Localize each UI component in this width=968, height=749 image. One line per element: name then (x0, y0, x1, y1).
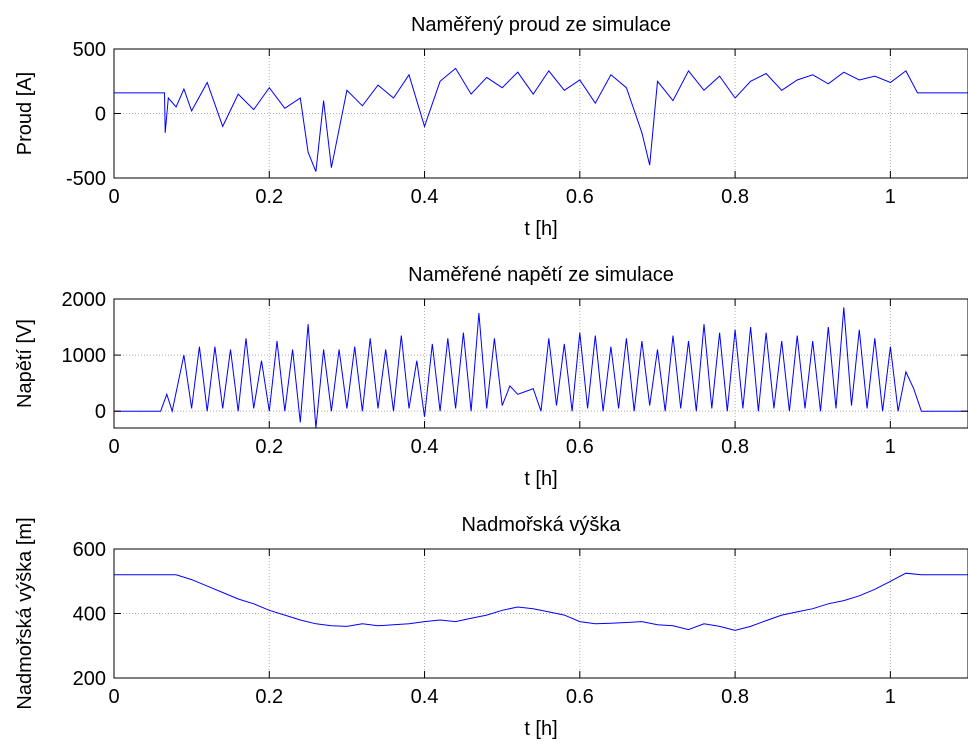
y-axis-label: Proud [A] (14, 72, 36, 155)
x-tick-label: 1 (885, 686, 896, 708)
x-tick-label: 0 (108, 686, 119, 708)
x-axis-label: t [h] (524, 218, 557, 240)
subplot-3: 0 0.2 0.4 0.6 0.8 1 200 400 600 Nadmořská výška t … (14, 514, 968, 740)
y-tick-label: 0 (95, 401, 106, 423)
x-tick-label: 0.4 (411, 686, 439, 708)
series-line (114, 572, 968, 631)
x-tick-label: 1 (885, 436, 896, 458)
series-line (114, 67, 968, 172)
x-tick-label: 0.8 (721, 436, 749, 458)
x-tick-label: 0 (108, 436, 119, 458)
x-tick-label: 0.2 (255, 436, 283, 458)
x-tick-label: 0.4 (411, 186, 439, 208)
x-tick-label: 0.6 (566, 686, 594, 708)
x-tick-label: 0.8 (721, 186, 749, 208)
x-tick-label: 0.2 (255, 186, 283, 208)
axes-frame (113, 298, 968, 429)
y-tick-label: 500 (73, 39, 106, 61)
y-tick-label: 600 (73, 539, 106, 561)
y-tick-label: -500 (66, 168, 106, 190)
x-tick-label: 0.2 (255, 686, 283, 708)
x-tick-label: 0 (108, 186, 119, 208)
subplot-2: 0 0.2 0.4 0.6 0.8 1 0 1000 2000 Naměřené napětí z… (14, 264, 968, 490)
x-tick-label: 0.8 (721, 686, 749, 708)
chart-title: Naměřený proud ze simulace (411, 14, 671, 36)
chart-title: Naměřené napětí ze simulace (408, 264, 674, 286)
y-axis-label: Nadmořská výška [m] (14, 517, 36, 709)
y-axis-label: Napětí [V] (14, 319, 36, 408)
y-tick-label: 1000 (62, 345, 107, 367)
x-axis-label: t [h] (524, 468, 557, 490)
x-axis-label: t [h] (524, 718, 557, 740)
chart-title: Nadmořská výška (462, 514, 622, 536)
x-tick-label: 0.4 (411, 436, 439, 458)
x-tick-label: 1 (885, 186, 896, 208)
x-tick-label: 0.6 (566, 436, 594, 458)
y-tick-label: 2000 (62, 289, 107, 311)
series-line (114, 307, 968, 429)
y-tick-label: 400 (73, 604, 106, 626)
y-tick-label: 0 (95, 104, 106, 126)
y-tick-label: 200 (73, 668, 106, 690)
x-tick-label: 0.6 (566, 186, 594, 208)
